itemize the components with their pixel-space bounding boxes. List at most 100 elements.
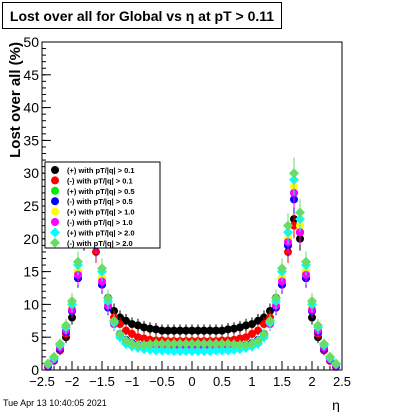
- data-point: [193, 345, 203, 356]
- legend-marker: [51, 207, 59, 216]
- data-point: [301, 256, 311, 267]
- data-point: [73, 256, 83, 267]
- legend-marker: [51, 166, 59, 174]
- data-point: [229, 339, 239, 350]
- y-tick-label: 5: [31, 329, 39, 345]
- legend-label: (-) with pT/|q| > 0.5: [67, 197, 133, 206]
- legend-label: (-) with pT/|q| > 0.1: [67, 176, 133, 185]
- data-point: [169, 338, 179, 349]
- x-tick-label: 2.5: [333, 374, 351, 389]
- data-point: [175, 345, 185, 356]
- y-tick-label: 30: [23, 165, 39, 181]
- data-point: [218, 326, 226, 335]
- data-point: [331, 358, 341, 369]
- data-point: [134, 333, 142, 342]
- data-point: [295, 207, 305, 218]
- data-point: [163, 338, 173, 349]
- data-point: [163, 345, 173, 356]
- y-tick-label: 40: [23, 100, 39, 116]
- x-tick-label: 0: [188, 374, 195, 389]
- x-tick-label: 1: [248, 374, 255, 389]
- legend-label: (-) with pT/|q| > 2.0: [67, 239, 133, 248]
- x-tick-label: −0.5: [149, 374, 175, 389]
- data-point: [217, 338, 227, 349]
- data-point: [206, 326, 214, 335]
- x-tick-label: −2: [65, 374, 80, 389]
- legend-label: (+) with pT/|q| > 2.0: [67, 228, 135, 237]
- data-point: [109, 315, 119, 326]
- data-point: [182, 326, 190, 335]
- data-point: [175, 338, 185, 349]
- data-point: [254, 326, 262, 335]
- data-point: [181, 338, 191, 349]
- data-point: [289, 168, 299, 179]
- data-point: [158, 326, 166, 335]
- data-point: [55, 338, 65, 349]
- data-point: [49, 351, 59, 362]
- data-point: [170, 326, 178, 335]
- legend-marker: [50, 227, 60, 238]
- chart-title: Lost over all for Global vs η at pT > 0.…: [2, 2, 282, 29]
- legend-label: (+) with pT/|q| > 1.0: [67, 208, 135, 217]
- data-point: [133, 340, 143, 351]
- data-point: [265, 315, 275, 326]
- y-axis-label: Lost over all (%): [7, 42, 24, 158]
- data-point: [194, 326, 202, 335]
- data-point: [211, 338, 221, 349]
- data-point: [307, 296, 317, 307]
- data-point: [313, 320, 323, 331]
- data-point: [145, 339, 155, 350]
- data-point: [157, 338, 167, 349]
- legend-label: (+) with pT/|q| > 0.1: [67, 166, 135, 175]
- data-point: [151, 345, 161, 356]
- data-point: [200, 326, 208, 335]
- data-point: [115, 328, 125, 339]
- data-point: [176, 326, 184, 335]
- data-point: [43, 358, 53, 369]
- data-point: [319, 338, 329, 349]
- x-tick-label: 0.5: [213, 374, 231, 389]
- data-point: [296, 228, 304, 237]
- x-tick-label: 1.5: [273, 374, 291, 389]
- y-tick-label: 45: [23, 67, 39, 83]
- data-point: [128, 320, 136, 329]
- data-point: [97, 263, 107, 274]
- data-point: [235, 340, 245, 351]
- data-point: [157, 345, 167, 356]
- data-point: [223, 338, 233, 349]
- data-point: [236, 334, 244, 343]
- legend-box: [44, 161, 161, 249]
- data-point: [248, 329, 256, 338]
- data-point: [193, 338, 203, 349]
- legend-marker: [51, 186, 59, 195]
- data-point: [188, 326, 196, 335]
- data-point: [224, 325, 232, 334]
- y-tick-label: 15: [23, 264, 39, 280]
- x-tick-label: −1.5: [89, 374, 115, 389]
- legend-marker: [51, 176, 59, 185]
- data-point: [134, 321, 142, 330]
- data-point: [140, 334, 148, 343]
- data-point: [242, 333, 250, 342]
- x-tick-label: −2.5: [29, 374, 55, 389]
- data-point: [122, 326, 130, 335]
- data-point: [140, 323, 148, 332]
- data-point: [122, 316, 130, 325]
- data-point: [254, 316, 262, 325]
- data-point: [248, 320, 256, 329]
- data-point: [223, 345, 233, 356]
- data-point: [199, 338, 209, 349]
- data-point: [236, 323, 244, 332]
- data-point: [325, 351, 335, 362]
- data-point: [205, 338, 215, 349]
- data-point: [242, 321, 250, 330]
- data-point: [277, 263, 287, 274]
- data-point: [283, 220, 293, 231]
- data-point: [164, 326, 172, 335]
- chart-title-text: Lost over all for Global vs η at pT > 0.…: [9, 7, 275, 24]
- data-point: [139, 340, 149, 351]
- data-point: [146, 324, 154, 333]
- data-point: [187, 338, 197, 349]
- x-axis-label: η: [332, 397, 340, 412]
